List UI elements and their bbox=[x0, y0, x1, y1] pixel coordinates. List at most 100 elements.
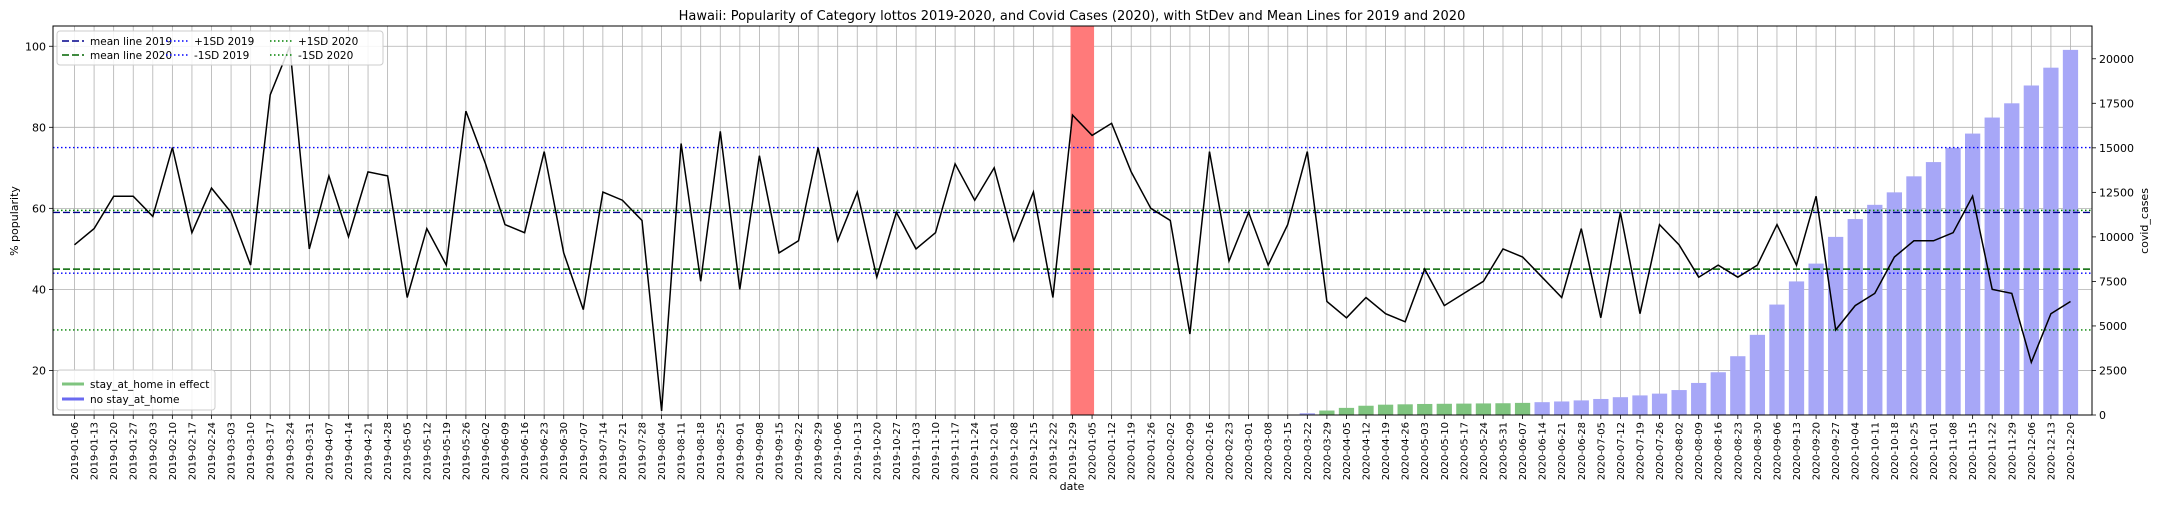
x-tick-label: 2020-07-12 bbox=[1616, 422, 1627, 480]
x-tick-label: 2019-09-15 bbox=[774, 422, 785, 480]
legend-label: +1SD 2019 bbox=[194, 36, 254, 48]
x-tick-label: 2019-08-04 bbox=[657, 422, 668, 480]
x-tick-label: 2019-03-10 bbox=[246, 422, 257, 480]
covid-bar bbox=[1612, 397, 1629, 415]
x-tick-label: 2020-04-12 bbox=[1362, 422, 1373, 480]
x-tick-label: 2019-04-28 bbox=[383, 422, 394, 480]
covid-bar bbox=[1475, 403, 1492, 415]
y-right-tick-label: 10000 bbox=[2099, 231, 2134, 244]
x-tick-label: 2020-10-11 bbox=[1870, 422, 1881, 480]
y-axis-right-label: covid_cases bbox=[2138, 188, 2151, 254]
popularity-line-layer bbox=[74, 46, 2071, 411]
x-tick-label: 2019-06-16 bbox=[520, 422, 531, 480]
x-tick-label: 2019-05-19 bbox=[442, 422, 453, 480]
y-right-tick-label: 7500 bbox=[2099, 275, 2127, 288]
legend-label: mean line 2020 bbox=[90, 50, 172, 62]
x-tick-label: 2020-08-02 bbox=[1675, 422, 1686, 480]
x-tick-label: 2020-01-19 bbox=[1127, 422, 1138, 480]
covid-bar bbox=[1749, 334, 1766, 415]
covid-bar bbox=[1925, 162, 1942, 415]
x-tick-label: 2020-06-07 bbox=[1518, 422, 1529, 480]
y-axis-left-label: % popularity bbox=[8, 186, 21, 256]
legend-top-box bbox=[56, 30, 384, 66]
x-tick-label: 2019-10-13 bbox=[853, 422, 864, 480]
popularity-line bbox=[74, 46, 2071, 411]
x-tick-label: 2020-05-24 bbox=[1479, 422, 1490, 480]
x-tick-label: 2020-11-08 bbox=[1949, 422, 1960, 480]
x-tick-label: 2020-12-06 bbox=[2027, 422, 2038, 480]
x-tick-label: 2019-09-22 bbox=[794, 422, 805, 480]
x-tick-label: 2019-03-17 bbox=[266, 422, 277, 480]
covid-bar bbox=[1554, 401, 1570, 415]
legend-label: -1SD 2019 bbox=[194, 50, 249, 62]
x-tick-label: 2020-02-09 bbox=[1185, 422, 1196, 480]
x-tick-label: 2019-07-07 bbox=[579, 422, 590, 480]
x-tick-label: 2020-05-03 bbox=[1420, 422, 1431, 480]
x-tick-label: 2019-08-25 bbox=[716, 422, 727, 480]
x-tick-label: 2020-02-02 bbox=[1166, 422, 1177, 480]
x-tick-label: 2019-08-18 bbox=[696, 422, 707, 480]
y-left-tick-label: 80 bbox=[32, 121, 46, 134]
legend-bottom-box bbox=[56, 369, 216, 411]
covid-bar bbox=[1514, 402, 1531, 415]
covid-bars-layer bbox=[1299, 49, 2079, 416]
x-tick-label: 2019-05-26 bbox=[461, 422, 472, 480]
covid-bar bbox=[2004, 103, 2020, 416]
x-tick-label: 2019-01-06 bbox=[70, 422, 81, 480]
x-tick-label: 2019-05-12 bbox=[422, 422, 433, 480]
x-tick-label: 2020-06-28 bbox=[1577, 422, 1588, 480]
x-tick-label: 2020-02-23 bbox=[1225, 422, 1236, 480]
grid bbox=[53, 26, 2092, 415]
covid-bar bbox=[1299, 413, 1315, 415]
x-tick-label: 2019-12-08 bbox=[1009, 422, 1020, 480]
x-tick-label: 2020-10-04 bbox=[1851, 422, 1862, 480]
x-tick-label: 2019-12-22 bbox=[1048, 422, 1059, 480]
covid-bar bbox=[1397, 404, 1413, 415]
covid-bar bbox=[1886, 192, 1902, 415]
x-tick-label: 2019-03-03 bbox=[227, 422, 238, 480]
covid-bar bbox=[1847, 219, 1863, 415]
covid-bar bbox=[1945, 147, 1961, 416]
covid-bar bbox=[2062, 49, 2079, 415]
x-tick-label: 2020-06-14 bbox=[1538, 422, 1549, 480]
x-tick-label: 2020-03-08 bbox=[1264, 422, 1275, 480]
legend-stay-at-home: stay_at_home in effect no stay_at_home bbox=[56, 369, 216, 411]
covid-bar bbox=[1671, 390, 1687, 415]
covid-bar bbox=[1965, 133, 1981, 416]
x-tick-label: 2019-11-17 bbox=[951, 422, 962, 480]
x-tick-label: 2020-01-05 bbox=[1088, 422, 1099, 480]
x-tick-label: 2020-04-26 bbox=[1401, 422, 1412, 480]
x-tick-label: 2019-12-01 bbox=[990, 422, 1001, 480]
covid-bar bbox=[1358, 405, 1374, 415]
covid-bar bbox=[1788, 281, 1805, 415]
x-tick-label: 2020-09-13 bbox=[1792, 422, 1803, 480]
covid-bar bbox=[1593, 398, 1609, 415]
legend-label: +1SD 2020 bbox=[298, 36, 358, 48]
legend-label: mean line 2019 bbox=[90, 36, 172, 48]
legend-reference-lines: mean line 2019 mean line 2020 +1SD 2019 -1S… bbox=[56, 30, 384, 66]
x-tick-label: 2019-02-24 bbox=[207, 422, 218, 480]
y-right-tick-label: 2500 bbox=[2099, 364, 2127, 377]
covid-bar bbox=[1691, 382, 1707, 415]
x-tick-label: 2019-04-21 bbox=[364, 422, 375, 480]
x-tick-label: 2019-10-27 bbox=[892, 422, 903, 480]
x-tick-label: 2019-02-10 bbox=[168, 422, 179, 480]
x-tick-label: 2019-07-14 bbox=[598, 422, 609, 480]
x-tick-label: 2019-02-17 bbox=[187, 422, 198, 480]
legend-label: stay_at_home in effect bbox=[90, 379, 209, 391]
x-tick-label: 2019-06-02 bbox=[481, 422, 492, 480]
x-tick-label: 2020-05-31 bbox=[1498, 422, 1509, 480]
x-tick-label: 2020-02-16 bbox=[1205, 422, 1216, 480]
y-left-tick-label: 20 bbox=[32, 364, 46, 377]
x-tick-label: 2019-11-03 bbox=[911, 422, 922, 480]
covid-bar bbox=[2023, 85, 2039, 415]
x-tick-label: 2020-01-26 bbox=[1146, 422, 1157, 480]
highlight-band-layer bbox=[1070, 26, 1095, 415]
covid-bar bbox=[1338, 407, 1355, 415]
covid-bar bbox=[1730, 356, 1746, 415]
x-tick-label: 2020-07-19 bbox=[1635, 422, 1646, 480]
x-tick-label: 2019-01-27 bbox=[129, 422, 140, 480]
covid-bar bbox=[1867, 204, 1883, 415]
covid-bar bbox=[1632, 395, 1648, 415]
x-tick-label: 2020-11-29 bbox=[2007, 422, 2018, 480]
